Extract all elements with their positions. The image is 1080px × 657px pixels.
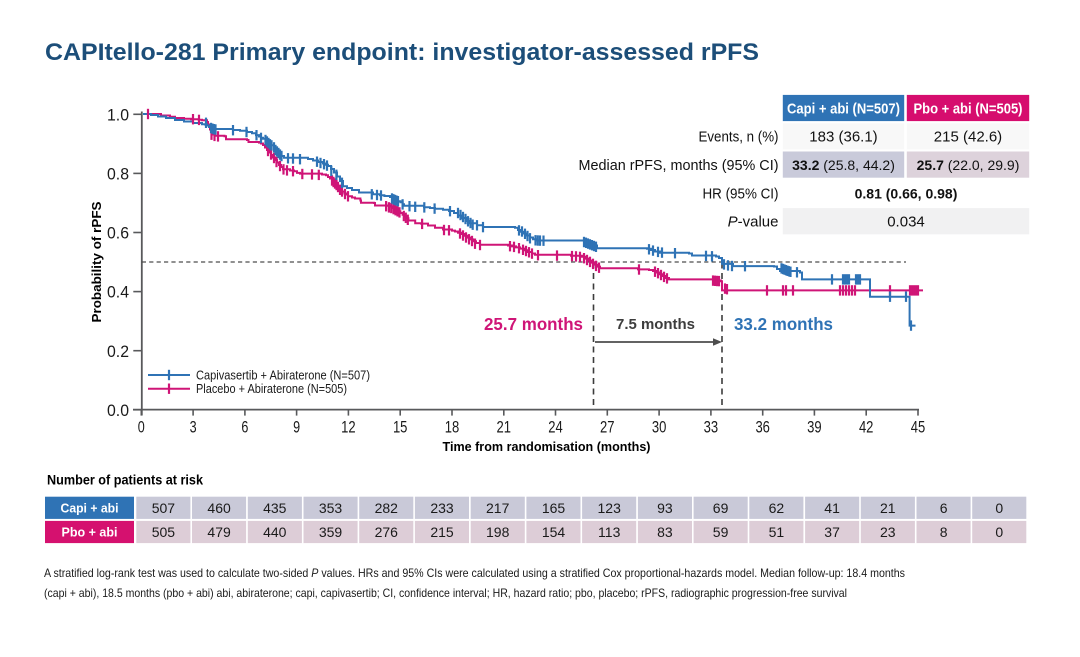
- svg-text:HR (95% CI): HR (95% CI): [703, 185, 779, 202]
- svg-text:45: 45: [911, 418, 926, 437]
- svg-text:30: 30: [652, 418, 667, 437]
- svg-text:15: 15: [393, 418, 408, 437]
- svg-text:(capi + abi), 18.5 months (pbo: (capi + abi), 18.5 months (pbo + abi) ab…: [44, 586, 847, 600]
- svg-text:51: 51: [769, 524, 785, 540]
- svg-text:Median rPFS, months (95% CI): Median rPFS, months (95% CI): [579, 157, 779, 174]
- svg-text:27: 27: [600, 418, 615, 437]
- svg-text:1.0: 1.0: [107, 105, 129, 124]
- svg-text:3: 3: [190, 418, 197, 437]
- svg-text:33: 33: [704, 418, 719, 437]
- svg-text:359: 359: [319, 524, 343, 540]
- svg-text:0: 0: [138, 418, 145, 437]
- svg-text:353: 353: [319, 500, 343, 516]
- svg-text:6: 6: [940, 500, 948, 516]
- svg-text:93: 93: [657, 500, 673, 516]
- svg-text:507: 507: [152, 500, 176, 516]
- svg-text:69: 69: [713, 500, 729, 516]
- svg-text:36: 36: [755, 418, 770, 437]
- svg-text:42: 42: [859, 418, 874, 437]
- svg-text:0.2: 0.2: [107, 342, 129, 361]
- svg-text:25.7 (22.0, 29.9): 25.7 (22.0, 29.9): [917, 157, 1020, 173]
- svg-text:0.81 (0.66, 0.98): 0.81 (0.66, 0.98): [855, 185, 958, 201]
- svg-text:0.6: 0.6: [107, 224, 129, 243]
- svg-text:8: 8: [940, 524, 948, 540]
- svg-text:6: 6: [241, 418, 248, 437]
- svg-text:123: 123: [598, 500, 622, 516]
- svg-text:59: 59: [713, 524, 729, 540]
- svg-text:Placebo + Abiraterone (N=505): Placebo + Abiraterone (N=505): [196, 382, 347, 396]
- svg-text:0.4: 0.4: [107, 283, 129, 302]
- svg-text:183 (36.1): 183 (36.1): [809, 129, 877, 146]
- svg-text:0: 0: [995, 500, 1003, 516]
- svg-text:25.7 months: 25.7 months: [484, 314, 583, 334]
- svg-text:41: 41: [824, 500, 840, 516]
- svg-text:A stratified log-rank test was: A stratified log-rank test was used to c…: [44, 566, 905, 580]
- svg-text:479: 479: [207, 524, 231, 540]
- svg-text:Pbo + abi: Pbo + abi: [62, 525, 118, 540]
- svg-text:154: 154: [542, 524, 566, 540]
- svg-text:0.034: 0.034: [887, 214, 925, 231]
- svg-text:62: 62: [769, 500, 785, 516]
- svg-text:276: 276: [375, 524, 399, 540]
- svg-text:440: 440: [263, 524, 287, 540]
- svg-text:0: 0: [995, 524, 1003, 540]
- svg-text:460: 460: [207, 500, 231, 516]
- svg-text:215: 215: [430, 524, 454, 540]
- svg-text:12: 12: [341, 418, 356, 437]
- svg-text:233: 233: [430, 500, 454, 516]
- svg-text:7.5 months: 7.5 months: [616, 316, 695, 333]
- svg-text:P-value: P-value: [728, 214, 779, 231]
- svg-text:Capivasertib + Abiraterone (N=: Capivasertib + Abiraterone (N=507): [196, 369, 370, 383]
- svg-text:165: 165: [542, 500, 566, 516]
- svg-text:39: 39: [807, 418, 822, 437]
- svg-text:505: 505: [152, 524, 176, 540]
- svg-text:83: 83: [657, 524, 673, 540]
- svg-text:Time from randomisation (month: Time from randomisation (months): [443, 439, 651, 454]
- svg-text:282: 282: [375, 500, 399, 516]
- svg-text:33.2 months: 33.2 months: [734, 314, 833, 334]
- svg-text:21: 21: [880, 500, 896, 516]
- svg-text:Probability of rPFS: Probability of rPFS: [89, 201, 104, 322]
- svg-text:217: 217: [486, 500, 510, 516]
- svg-text:37: 37: [824, 524, 840, 540]
- svg-text:198: 198: [486, 524, 510, 540]
- svg-text:0.8: 0.8: [107, 165, 129, 184]
- svg-text:18: 18: [445, 418, 460, 437]
- svg-text:113: 113: [598, 524, 621, 540]
- svg-text:33.2 (25.8, 44.2): 33.2 (25.8, 44.2): [792, 157, 895, 173]
- svg-text:Events, n (%): Events, n (%): [699, 129, 779, 146]
- svg-text:Number of patients at risk: Number of patients at risk: [47, 472, 203, 488]
- svg-text:21: 21: [497, 418, 512, 437]
- svg-text:215 (42.6): 215 (42.6): [934, 129, 1002, 146]
- svg-text:9: 9: [293, 418, 300, 437]
- svg-text:23: 23: [880, 524, 896, 540]
- svg-text:CAPItello-281 Primary endpoint: CAPItello-281 Primary endpoint: investig…: [45, 39, 759, 66]
- svg-text:Pbo + abi (N=505): Pbo + abi (N=505): [914, 100, 1023, 117]
- svg-text:Capi + abi: Capi + abi: [61, 501, 119, 516]
- svg-text:0.0: 0.0: [107, 401, 129, 420]
- svg-text:24: 24: [548, 418, 563, 437]
- svg-text:435: 435: [263, 500, 287, 516]
- svg-text:Capi + abi (N=507): Capi + abi (N=507): [787, 100, 900, 117]
